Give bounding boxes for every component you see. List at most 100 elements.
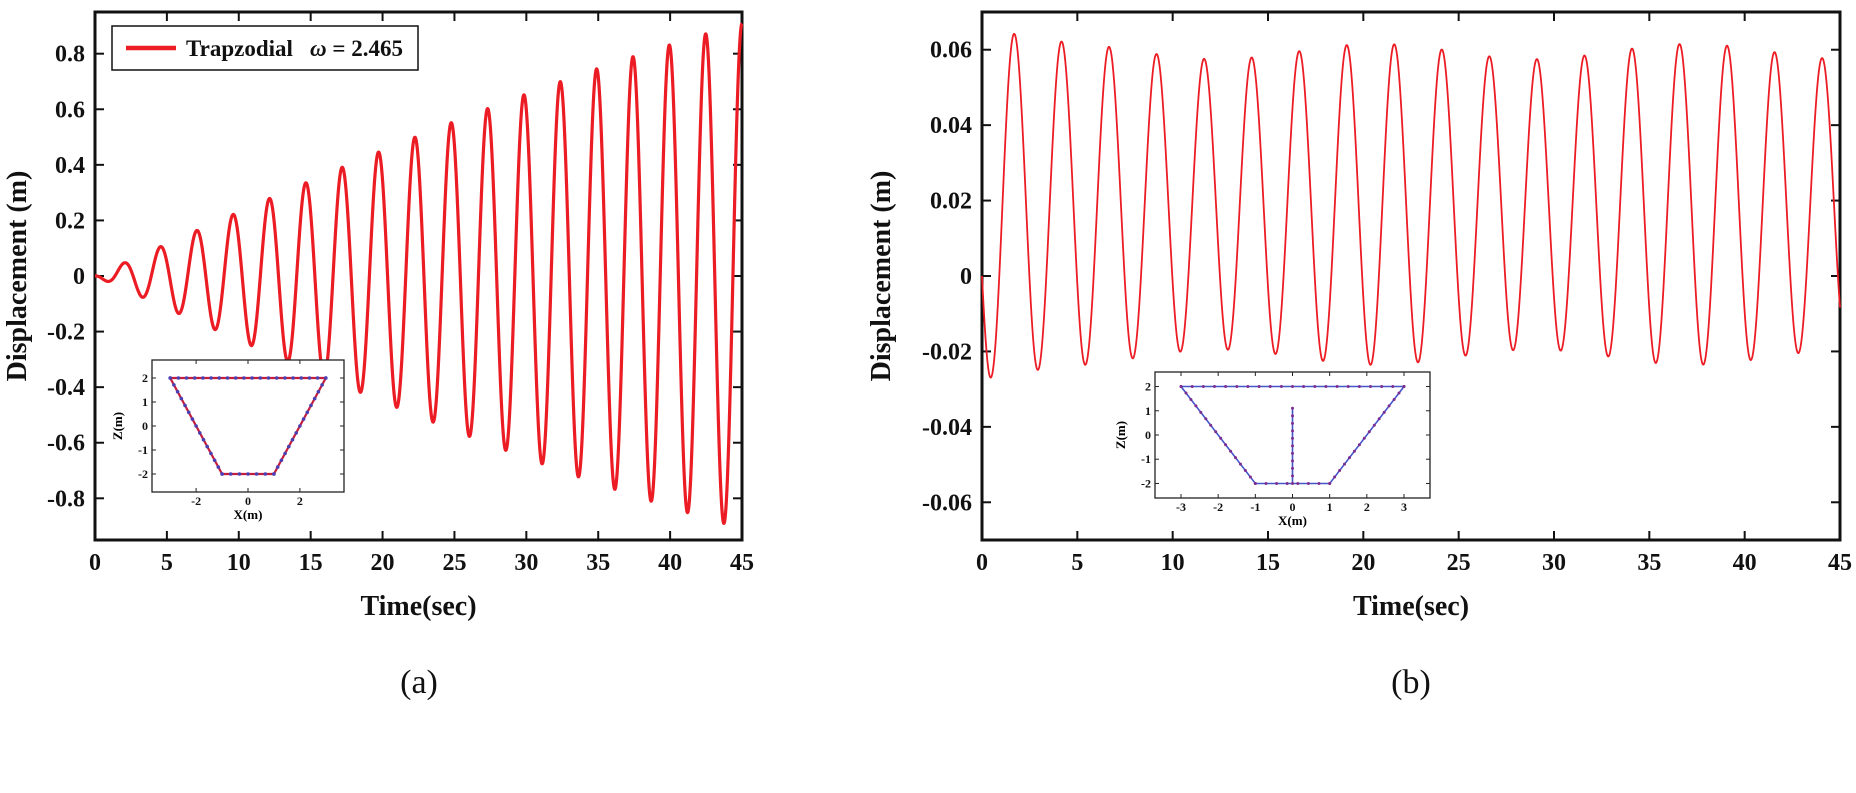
y-axis-label: Displacement (m) xyxy=(870,171,897,382)
inset-marker xyxy=(1291,444,1294,448)
inset-marker xyxy=(216,465,221,469)
inset-marker xyxy=(1239,462,1242,466)
inset-marker xyxy=(1268,385,1272,388)
inset-marker xyxy=(1224,443,1228,447)
svg-text:0.6: 0.6 xyxy=(55,97,85,123)
inset-marker xyxy=(1391,385,1395,388)
svg-text:30: 30 xyxy=(514,550,538,576)
svg-text:0: 0 xyxy=(976,550,988,576)
svg-text:-2: -2 xyxy=(191,494,201,508)
inset-marker xyxy=(1246,385,1250,388)
caption-b: (b) xyxy=(1391,664,1431,701)
svg-text:-2: -2 xyxy=(1141,476,1151,490)
inset-marker xyxy=(1346,385,1350,388)
inset-marker xyxy=(237,472,242,476)
inset-marker xyxy=(1380,385,1384,388)
svg-text:0.8: 0.8 xyxy=(55,42,85,68)
inset-marker xyxy=(1214,430,1218,434)
svg-text:0.06: 0.06 xyxy=(930,38,972,64)
inset-marker xyxy=(307,376,312,380)
inset-marker xyxy=(1219,436,1223,440)
svg-text:-0.04: -0.04 xyxy=(922,415,972,441)
inset-marker xyxy=(1348,456,1351,460)
inset-marker xyxy=(324,376,328,380)
svg-text:20: 20 xyxy=(1351,550,1375,576)
inset-marker xyxy=(316,389,321,394)
inset-marker xyxy=(1264,482,1268,485)
inset-marker xyxy=(315,376,320,380)
svg-text:3: 3 xyxy=(1401,500,1407,514)
inset-x-axis-label: X(m) xyxy=(1278,513,1307,528)
inset-marker xyxy=(266,376,271,380)
svg-text:10: 10 xyxy=(227,550,251,576)
svg-text:5: 5 xyxy=(161,550,173,576)
inset-marker xyxy=(1333,475,1337,479)
inset-marker xyxy=(205,444,209,449)
inset-marker xyxy=(320,383,324,387)
inset-marker xyxy=(217,376,222,380)
inset-marker xyxy=(291,376,295,380)
panel-b: 0 5 10 15 20 25 30 35 40 45 -0.06 -0.04 -0.02 0 0.02 0.… xyxy=(870,0,1856,793)
inset-marker xyxy=(220,472,224,476)
inset-marker xyxy=(209,451,213,456)
inset-marker xyxy=(1234,456,1237,460)
inset-marker xyxy=(272,472,276,476)
svg-text:25: 25 xyxy=(1447,550,1471,576)
svg-text:0.2: 0.2 xyxy=(55,208,85,234)
inset-marker xyxy=(176,376,181,380)
svg-text:-2: -2 xyxy=(1213,500,1223,514)
inset-tick-labels: -3 -2 -1 0 1 2 3 -2 -1 0 1 2 xyxy=(1141,380,1407,514)
inset-marker xyxy=(1243,469,1247,472)
svg-text:15: 15 xyxy=(299,550,323,576)
inset-marker xyxy=(194,424,198,428)
inset-marker xyxy=(186,410,191,415)
svg-text:-1: -1 xyxy=(138,443,148,457)
inset-marker xyxy=(225,376,230,380)
inset-marker xyxy=(1392,398,1396,401)
svg-text:-0.06: -0.06 xyxy=(922,490,972,516)
inset-marker xyxy=(212,458,217,463)
inset-marker xyxy=(1291,459,1294,463)
svg-text:1: 1 xyxy=(142,395,148,409)
svg-text:1: 1 xyxy=(1145,404,1151,418)
inset-marker xyxy=(283,451,287,456)
inset-marker xyxy=(1343,462,1346,466)
inset-marker xyxy=(1367,430,1371,434)
inset-marker xyxy=(1291,482,1294,485)
inset-marker xyxy=(1328,482,1332,485)
inset-marker xyxy=(1387,404,1391,408)
inset-marker xyxy=(172,383,176,387)
caption-a: (a) xyxy=(400,664,438,701)
inset-marker xyxy=(1402,385,1406,388)
svg-text:-0.4: -0.4 xyxy=(47,375,85,401)
inset-marker xyxy=(201,437,206,442)
svg-text:5: 5 xyxy=(1071,550,1083,576)
inset-marker xyxy=(1313,385,1317,388)
inset-y-axis-label: Z(m) xyxy=(1113,421,1128,449)
svg-text:0: 0 xyxy=(1145,428,1151,442)
inset-marker xyxy=(183,403,187,408)
svg-text:0: 0 xyxy=(245,494,251,508)
svg-text:-0.02: -0.02 xyxy=(922,339,972,365)
inset-marker xyxy=(1317,482,1321,485)
chart-panel-b: 0 5 10 15 20 25 30 35 40 45-0.06-0.04-0.0200.020.… xyxy=(870,10,1852,622)
inset-marker xyxy=(1372,423,1376,427)
svg-text:0: 0 xyxy=(1290,500,1296,514)
inset-marker xyxy=(1335,385,1339,388)
inset-marker xyxy=(1229,449,1233,453)
inset-marker xyxy=(168,376,172,380)
inset-marker xyxy=(1369,385,1372,388)
legend-annotation: ω = 2.465 xyxy=(310,36,403,61)
inset-marker xyxy=(1291,429,1294,433)
svg-text:10: 10 xyxy=(1161,550,1185,576)
inset-marker xyxy=(1253,482,1257,485)
svg-text:35: 35 xyxy=(1637,550,1661,576)
inset-marker xyxy=(290,437,295,442)
svg-text:0: 0 xyxy=(960,264,972,290)
inset-marker xyxy=(1291,421,1294,425)
svg-text:2: 2 xyxy=(297,494,303,508)
svg-text:45: 45 xyxy=(730,550,754,576)
inset-marker xyxy=(1338,469,1342,472)
svg-text:40: 40 xyxy=(1733,550,1757,576)
svg-text:-1: -1 xyxy=(1250,500,1260,514)
